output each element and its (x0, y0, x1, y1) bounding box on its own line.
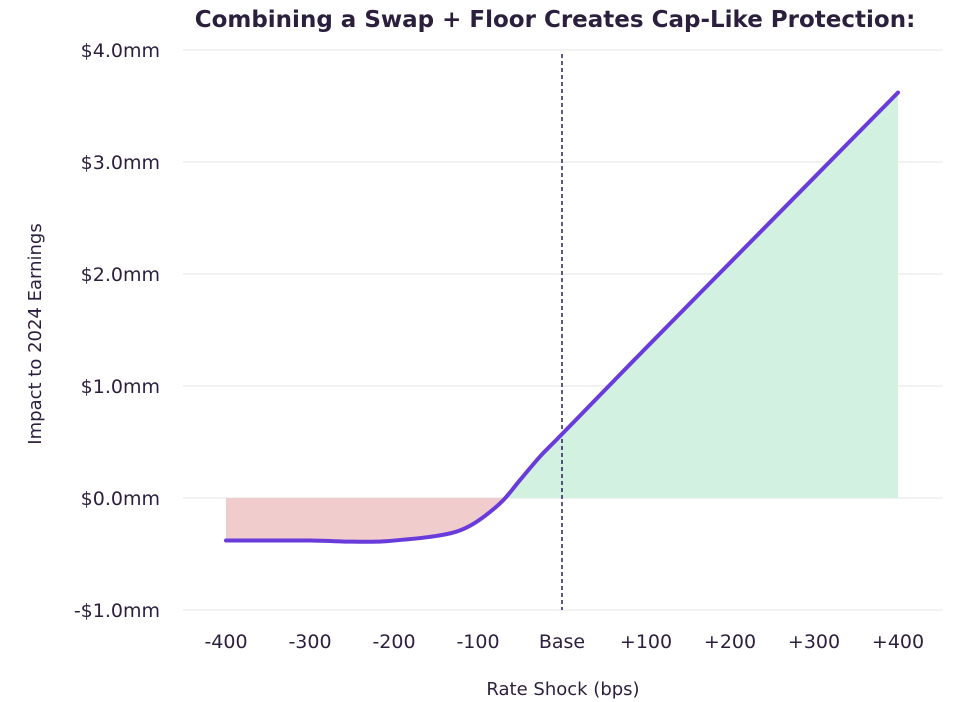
chart-title: Combining a Swap + Floor Creates Cap-Lik… (195, 7, 916, 33)
x-tick-label: +300 (788, 631, 840, 653)
y-tick-label: $1.0mm (81, 376, 160, 398)
series-line (224, 90, 900, 544)
series-lines (224, 90, 900, 544)
x-tick-label: Base (539, 631, 585, 653)
x-tick-label: -300 (288, 631, 331, 653)
y-tick-label: $4.0mm (81, 40, 160, 62)
x-tick-label: -400 (204, 631, 247, 653)
x-tick-label: -100 (456, 631, 499, 653)
x-axis-label: Rate Shock (bps) (486, 679, 639, 700)
y-tick-label: $0.0mm (81, 488, 160, 510)
x-tick-labels: -400 -300 -200 -100 Base +100 +200 +300 +400 (204, 631, 924, 653)
x-tick-label: +200 (704, 631, 756, 653)
y-tick-label: -$1.0mm (74, 600, 160, 622)
y-tick-label: $3.0mm (81, 152, 160, 174)
x-tick-label: +100 (620, 631, 672, 653)
x-tick-label: -200 (372, 631, 415, 653)
negative-area-fill (226, 498, 506, 542)
x-tick-label: +400 (872, 631, 924, 653)
y-axis-label: Impact to 2024 Earnings (25, 223, 46, 444)
y-tick-labels: -$1.0mm $0.0mm $1.0mm $2.0mm $3.0mm $4.0mm (74, 40, 160, 622)
y-tick-label: $2.0mm (81, 264, 160, 286)
